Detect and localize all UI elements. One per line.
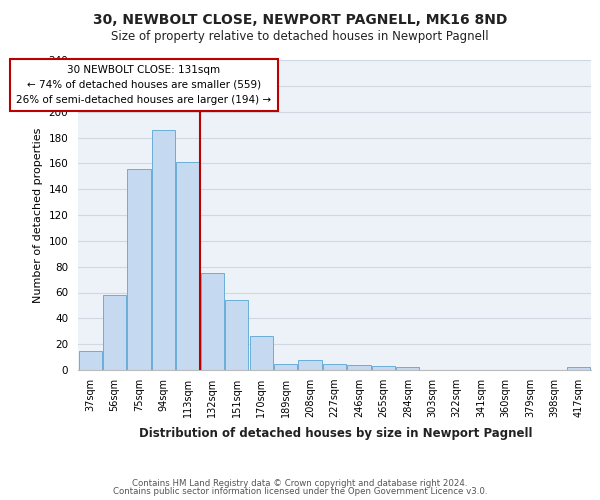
Text: Distribution of detached houses by size in Newport Pagnell: Distribution of detached houses by size … xyxy=(139,428,533,440)
Bar xyxy=(274,364,297,370)
Bar xyxy=(323,364,346,370)
Bar xyxy=(201,273,224,370)
Bar xyxy=(79,350,102,370)
Bar xyxy=(298,360,322,370)
Bar xyxy=(396,368,419,370)
Bar xyxy=(347,365,371,370)
Text: Contains HM Land Registry data © Crown copyright and database right 2024.: Contains HM Land Registry data © Crown c… xyxy=(132,478,468,488)
Bar xyxy=(250,336,273,370)
Bar xyxy=(103,295,126,370)
Text: Size of property relative to detached houses in Newport Pagnell: Size of property relative to detached ho… xyxy=(111,30,489,43)
Bar xyxy=(567,368,590,370)
Y-axis label: Number of detached properties: Number of detached properties xyxy=(33,128,43,302)
Bar xyxy=(372,366,395,370)
Bar xyxy=(176,162,200,370)
Text: 30 NEWBOLT CLOSE: 131sqm
← 74% of detached houses are smaller (559)
26% of semi-: 30 NEWBOLT CLOSE: 131sqm ← 74% of detach… xyxy=(16,65,272,105)
Text: 30, NEWBOLT CLOSE, NEWPORT PAGNELL, MK16 8ND: 30, NEWBOLT CLOSE, NEWPORT PAGNELL, MK16… xyxy=(93,12,507,26)
Bar xyxy=(225,300,248,370)
Bar xyxy=(127,168,151,370)
Bar xyxy=(152,130,175,370)
Text: Contains public sector information licensed under the Open Government Licence v3: Contains public sector information licen… xyxy=(113,487,487,496)
